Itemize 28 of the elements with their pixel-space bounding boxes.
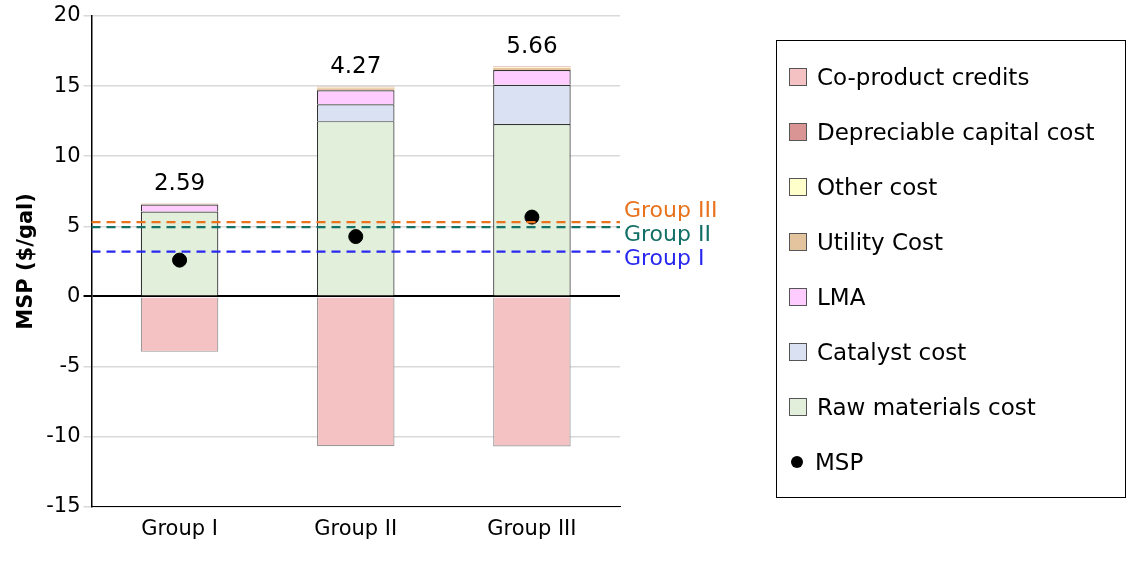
annotation: 5.66 bbox=[506, 31, 558, 58]
legend-label: MSP bbox=[815, 448, 864, 475]
y-axis-title: MSP ($/gal) bbox=[13, 193, 38, 330]
legend-label: Utility Cost bbox=[817, 228, 944, 255]
y-tick-label: 20 bbox=[53, 2, 81, 27]
x-tick-label: Group I bbox=[141, 515, 218, 540]
y-tick-label: 5 bbox=[67, 212, 81, 237]
y-tick-label: 15 bbox=[53, 72, 81, 97]
legend-label: Raw materials cost bbox=[817, 393, 1036, 420]
legend-label: Co-product credits bbox=[817, 63, 1030, 90]
annotation: 4.27 bbox=[330, 52, 382, 79]
x-tick-label: Group III bbox=[487, 515, 577, 540]
ref-line-label: Group I bbox=[624, 245, 705, 271]
annotation: 2.59 bbox=[153, 169, 206, 196]
y-tick-label: -15 bbox=[46, 493, 81, 518]
point bbox=[348, 229, 364, 245]
y-tick-label: 10 bbox=[53, 142, 81, 167]
legend-label: LMA bbox=[817, 283, 866, 310]
legend-label: Depreciable capital cost bbox=[817, 118, 1095, 145]
legend-label: Catalyst cost bbox=[817, 338, 967, 365]
y-tick-label: -5 bbox=[59, 353, 81, 378]
x-tick-label: Group II bbox=[314, 515, 398, 540]
legend-label: Other cost bbox=[817, 173, 938, 200]
y-tick-label: 0 bbox=[67, 282, 81, 307]
y-tick-label: -10 bbox=[46, 423, 81, 448]
ref-line-label: Group III bbox=[624, 196, 718, 222]
point bbox=[172, 252, 188, 268]
ref-line-label: Group II bbox=[624, 220, 711, 246]
